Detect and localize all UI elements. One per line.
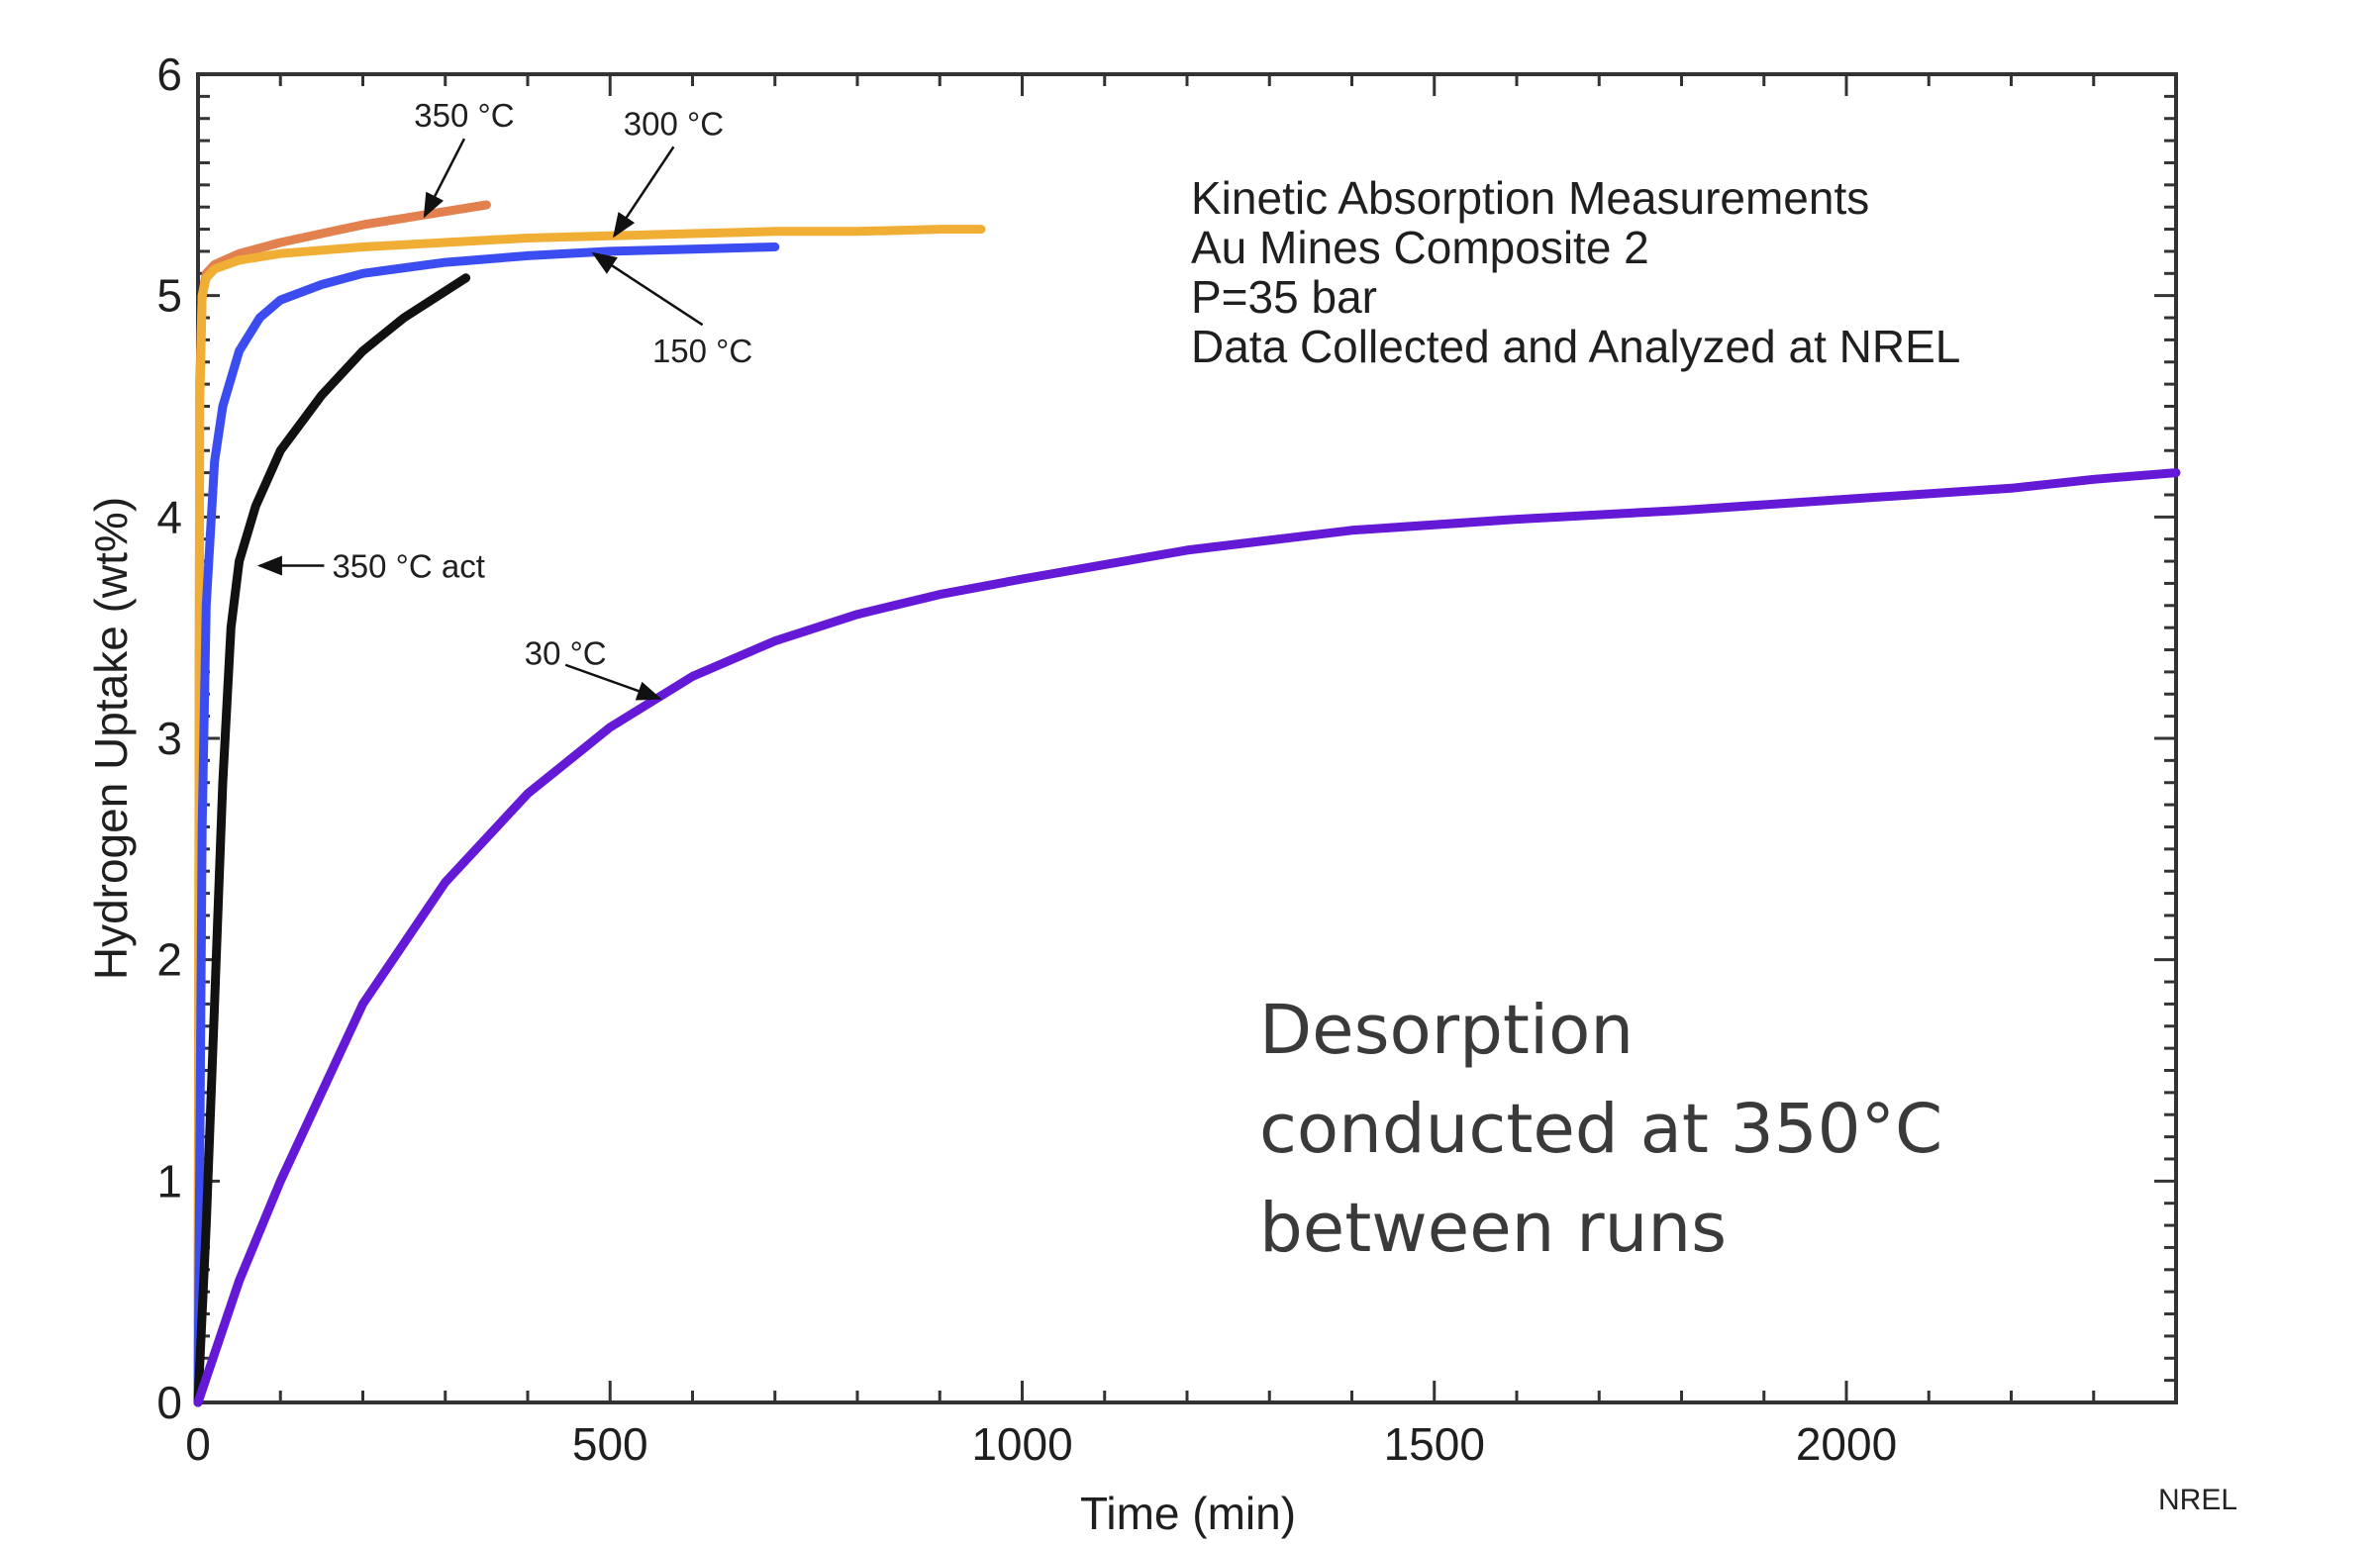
credit-label: NREL bbox=[2158, 1484, 2237, 1516]
annotation-layer: 350 °C 300 °C 150 °C 350 °C act 30 °C bbox=[256, 97, 752, 701]
y-axis-title: Hydrogen Uptake (wt%) bbox=[85, 497, 137, 980]
note-line-2: conducted at 350°C bbox=[1259, 1090, 1942, 1169]
annotation-arrow bbox=[591, 251, 704, 327]
y-tick-label: 0 bbox=[156, 1377, 182, 1428]
x-tick-label: 0 bbox=[185, 1418, 211, 1470]
series-line-150-c bbox=[193, 242, 780, 1407]
y-tick-label: 2 bbox=[156, 934, 182, 986]
series-line-30-c bbox=[193, 468, 2181, 1407]
y-tick-label: 5 bbox=[156, 270, 182, 322]
note-line-1: Desorption bbox=[1259, 991, 1634, 1070]
series-line-300-c bbox=[193, 225, 986, 1407]
x-tick-label: 1000 bbox=[971, 1418, 1072, 1470]
annotation-arrow bbox=[613, 145, 675, 239]
annotation-arrow bbox=[423, 138, 466, 219]
y-tick-label: 3 bbox=[156, 713, 182, 764]
x-tick-label: 2000 bbox=[1796, 1418, 1897, 1470]
info-line-2: Au Mines Composite 2 bbox=[1191, 222, 1649, 273]
plot-frame bbox=[196, 72, 2178, 1404]
annotation-label: 150 °C bbox=[652, 333, 752, 369]
y-tick-label: 1 bbox=[156, 1155, 182, 1206]
annotation-arrow bbox=[564, 663, 662, 701]
info-line-3: P=35 bar bbox=[1191, 271, 1377, 323]
series-line-350-c bbox=[193, 200, 491, 1407]
annotation-label: 30 °C bbox=[525, 635, 607, 672]
x-tick-label: 500 bbox=[572, 1418, 648, 1470]
y-tick-label: 4 bbox=[156, 491, 182, 542]
note-line-3: between runs bbox=[1259, 1189, 1727, 1268]
series-layer bbox=[193, 200, 2181, 1407]
series-line-350-c-act bbox=[193, 273, 471, 1407]
info-line-4: Data Collected and Analyzed at NREL bbox=[1191, 321, 1960, 372]
x-axis-title: Time (min) bbox=[1080, 1488, 1296, 1539]
info-line-1: Kinetic Absorption Measurements bbox=[1191, 172, 1869, 224]
y-tick-label: 6 bbox=[156, 48, 182, 100]
annotation-label: 350 °C bbox=[414, 97, 514, 134]
annotation-label: 300 °C bbox=[624, 105, 724, 142]
x-tick-label: 1500 bbox=[1384, 1418, 1485, 1470]
annotation-label: 350 °C act bbox=[332, 548, 484, 585]
